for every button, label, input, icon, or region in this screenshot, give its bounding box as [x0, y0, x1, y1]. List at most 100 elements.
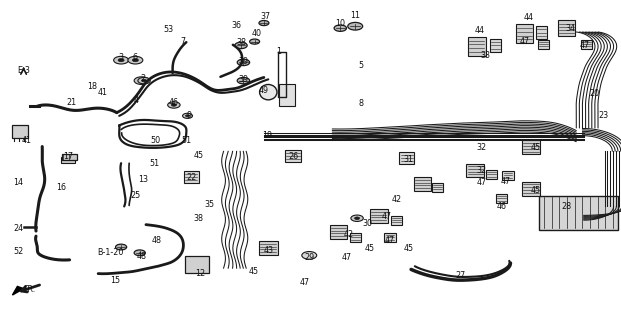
Bar	[285, 150, 301, 162]
Text: 47: 47	[476, 178, 486, 187]
Text: 15: 15	[110, 276, 120, 285]
Text: 47: 47	[381, 212, 391, 221]
Text: 47: 47	[580, 41, 590, 50]
Text: 43: 43	[263, 246, 273, 255]
Bar	[538, 40, 549, 49]
Text: E-3: E-3	[17, 66, 30, 75]
Bar	[414, 177, 431, 191]
Text: 34: 34	[565, 24, 575, 33]
Text: 32: 32	[476, 166, 486, 175]
Text: 51: 51	[149, 159, 159, 168]
Text: 41: 41	[97, 88, 107, 97]
Text: 51: 51	[181, 136, 191, 145]
Text: 46: 46	[169, 98, 179, 107]
Circle shape	[348, 22, 363, 30]
Circle shape	[171, 104, 176, 106]
Circle shape	[355, 217, 360, 220]
Text: 30: 30	[363, 219, 373, 228]
Text: 42: 42	[391, 196, 401, 204]
Bar	[391, 216, 402, 225]
Text: 36: 36	[231, 21, 241, 30]
Circle shape	[237, 59, 250, 66]
Text: 9: 9	[187, 111, 192, 120]
Bar	[370, 209, 388, 223]
Bar	[486, 170, 497, 179]
Text: 29: 29	[304, 253, 314, 262]
Text: 48: 48	[137, 252, 147, 261]
Circle shape	[134, 250, 145, 256]
Text: 26: 26	[288, 152, 298, 161]
Text: 5: 5	[359, 61, 364, 70]
Text: 23: 23	[599, 111, 609, 120]
Bar	[350, 233, 361, 242]
Text: 11: 11	[350, 12, 360, 20]
Bar	[581, 40, 592, 49]
Bar	[12, 125, 28, 138]
Bar	[399, 152, 414, 164]
Circle shape	[168, 102, 180, 108]
Text: 47: 47	[501, 177, 511, 186]
Circle shape	[183, 113, 193, 118]
Text: 38: 38	[236, 38, 246, 47]
Text: 33: 33	[481, 51, 491, 60]
Text: 42: 42	[344, 230, 354, 239]
Text: 47: 47	[385, 236, 395, 245]
Bar	[490, 39, 501, 52]
Ellipse shape	[260, 84, 277, 100]
Circle shape	[116, 244, 127, 250]
Text: 31: 31	[404, 156, 414, 164]
Text: 25: 25	[130, 191, 140, 200]
Text: 38: 38	[194, 214, 204, 223]
Circle shape	[250, 39, 260, 44]
Circle shape	[138, 79, 145, 82]
Text: 12: 12	[195, 269, 205, 278]
Circle shape	[235, 42, 247, 49]
Bar	[468, 37, 486, 56]
Circle shape	[132, 59, 138, 62]
Text: 17: 17	[63, 152, 73, 161]
Bar	[61, 157, 75, 163]
Text: 45: 45	[194, 151, 204, 160]
Text: 39: 39	[238, 75, 248, 84]
Text: 52: 52	[14, 247, 24, 256]
Text: 10: 10	[335, 19, 345, 28]
Text: 20: 20	[590, 89, 600, 98]
Bar	[184, 171, 199, 183]
Bar	[185, 256, 209, 273]
Bar	[496, 194, 507, 203]
Text: 48: 48	[152, 236, 161, 245]
Text: 41: 41	[22, 136, 32, 145]
Circle shape	[114, 56, 129, 64]
Bar	[466, 164, 484, 177]
Text: 49: 49	[259, 86, 269, 95]
Circle shape	[259, 20, 269, 26]
Text: 47: 47	[342, 253, 351, 262]
Text: 45: 45	[530, 186, 540, 195]
Bar	[536, 26, 547, 39]
Text: 22: 22	[186, 173, 196, 182]
Circle shape	[237, 77, 250, 84]
Bar	[259, 241, 278, 255]
Text: 40: 40	[252, 29, 261, 38]
Text: B-1-20: B-1-20	[97, 248, 124, 257]
Bar	[432, 183, 443, 192]
Text: FR.: FR.	[24, 285, 36, 294]
Bar	[516, 24, 533, 43]
Bar	[279, 84, 295, 106]
Circle shape	[138, 77, 150, 84]
Text: 1: 1	[276, 47, 281, 56]
Text: 6: 6	[133, 53, 138, 62]
Bar	[330, 225, 347, 239]
Text: 35: 35	[205, 200, 215, 209]
Text: 44: 44	[524, 13, 534, 22]
Circle shape	[302, 252, 317, 259]
Text: 8: 8	[359, 99, 364, 108]
Text: 2: 2	[140, 74, 145, 83]
Text: 32: 32	[476, 143, 486, 152]
Text: 47: 47	[520, 37, 530, 46]
Circle shape	[128, 56, 143, 64]
Text: 19: 19	[262, 131, 272, 140]
Text: 46: 46	[497, 202, 507, 211]
Circle shape	[118, 59, 124, 62]
Text: 24: 24	[14, 224, 24, 233]
